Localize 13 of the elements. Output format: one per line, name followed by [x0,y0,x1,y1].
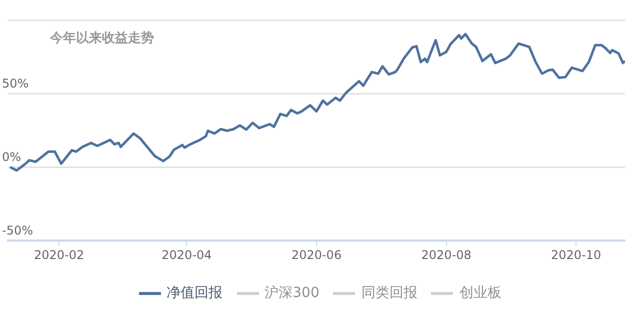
y-tick-label: -50% [2,224,34,238]
y-tick-label: 50% [2,76,29,91]
legend-label: 净值回报 [166,284,223,302]
x-tick-label: 2020-04 [162,248,212,262]
x-tick-label: 2020-06 [291,248,342,262]
y-tick-label: 0% [2,150,22,164]
legend-label: 同类回报 [361,284,418,302]
text: 今年以来收益走势 [50,30,154,47]
legend-label: 沪深300 [264,284,320,302]
x-tick-label: 2020-08 [421,248,472,262]
legend-label: 创业板 [459,284,502,302]
x-tick-label: 2020-10 [550,248,602,262]
x-tick-label: 2020-02 [34,248,84,262]
